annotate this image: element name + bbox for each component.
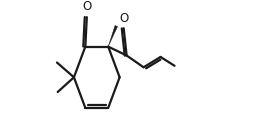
- Text: O: O: [119, 12, 128, 25]
- Polygon shape: [108, 25, 118, 47]
- Text: O: O: [82, 0, 91, 13]
